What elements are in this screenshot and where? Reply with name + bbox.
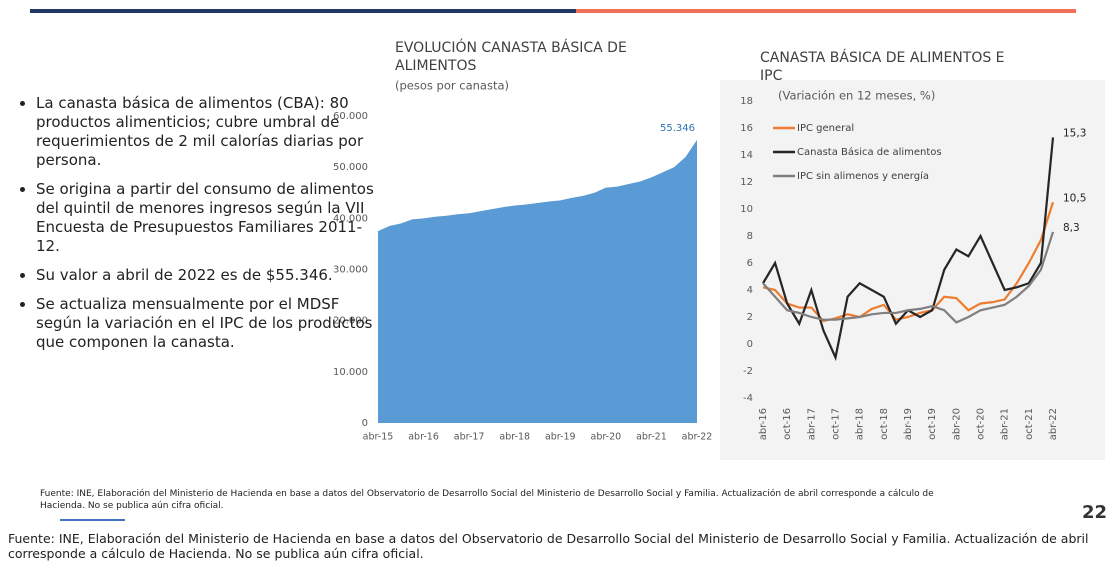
y-tick-label: -2 [743,366,753,377]
x-tick-label: abr-17 [454,432,485,443]
bullet: Se actualiza mensualmente por el MDSF se… [36,295,381,352]
x-tick-label: oct-16 [782,408,793,440]
page-number: 22 [1082,502,1106,523]
legend-label: IPC general [797,123,854,134]
y-tick-label: -4 [743,393,753,404]
chart-subtitle: (pesos por canasta) [395,79,509,93]
value-label: 10,5 [1063,192,1086,204]
legend-label: IPC sin alimenos y energía [797,170,929,182]
title-line: ALIMENTOS [395,58,476,74]
title-line: EVOLUCIÓN CANASTA BÁSICA DE [395,38,627,56]
title-line: IPC [760,68,783,84]
chart-title: EVOLUCIÓN CANASTA BÁSICA DE ALIMENTOS [395,38,627,74]
value-label: 55.346 [660,123,695,134]
x-tick-label: oct-18 [879,408,890,440]
x-tick-label: abr-19 [545,432,576,443]
value-label: 15,3 [1063,127,1086,139]
x-tick-label: abr-18 [855,408,866,440]
area [378,140,697,423]
y-tick-label: 16 [740,123,753,134]
y-tick-label: 12 [740,177,753,188]
y-tick-label: 0 [747,339,753,350]
y-tick-label: 18 [740,96,753,107]
y-tick-label: 2 [747,312,753,323]
legend-label: Canasta Básica de alimentos [797,146,942,158]
top-bar-accent [576,9,1076,13]
slide: EVOLUCIÓN CANASTA BÁSICA DE ALIMENTOS (pes… [0,0,1106,557]
source-note: Fuente: INE, Elaboración del Ministerio … [40,488,970,512]
x-tick-label: abr-16 [758,408,769,440]
x-tick-label: abr-22 [682,432,713,443]
y-tick-label: 10.000 [333,367,368,378]
chart-title: CANASTA BÁSICA DE ALIMENTOS E IPC [760,49,1005,84]
x-tick-label: oct-21 [1024,408,1035,440]
chart-subtitle: (Variación en 12 meses, %) [778,89,935,103]
y-tick-label: 14 [740,150,753,161]
top-bar [30,9,576,13]
x-tick-label: abr-15 [363,432,394,443]
title-line: CANASTA BÁSICA DE ALIMENTOS E [760,49,1005,66]
bullet: Se origina a partir del consumo de alime… [36,180,381,256]
value-label: 8,3 [1063,222,1080,234]
x-tick-label: abr-21 [1000,408,1011,440]
bullet: Su valor a abril de 2022 es de $55.346. [36,266,381,285]
x-tick-label: abr-17 [806,408,817,440]
x-tick-label: abr-21 [636,432,667,443]
x-tick-label: oct-19 [927,408,938,440]
bullet-list: La canasta básica de alimentos (CBA): 80… [22,94,381,362]
bullet: La canasta básica de alimentos (CBA): 80… [36,94,381,170]
x-tick-label: abr-22 [1048,408,1059,440]
y-tick-label: 10 [740,204,753,215]
x-tick-label: abr-16 [408,432,439,443]
y-tick-label: 4 [747,285,753,296]
y-tick-label: 8 [747,231,753,242]
x-tick-label: abr-20 [591,432,622,443]
x-tick-label: abr-20 [951,408,962,440]
x-tick-label: abr-19 [903,408,914,440]
x-tick-label: abr-18 [499,432,530,443]
y-tick-label: 6 [747,258,753,269]
x-tick-label: oct-20 [976,408,987,440]
y-tick-label: 0 [362,418,368,429]
divider [60,519,125,521]
x-tick-label: oct-17 [831,408,842,440]
